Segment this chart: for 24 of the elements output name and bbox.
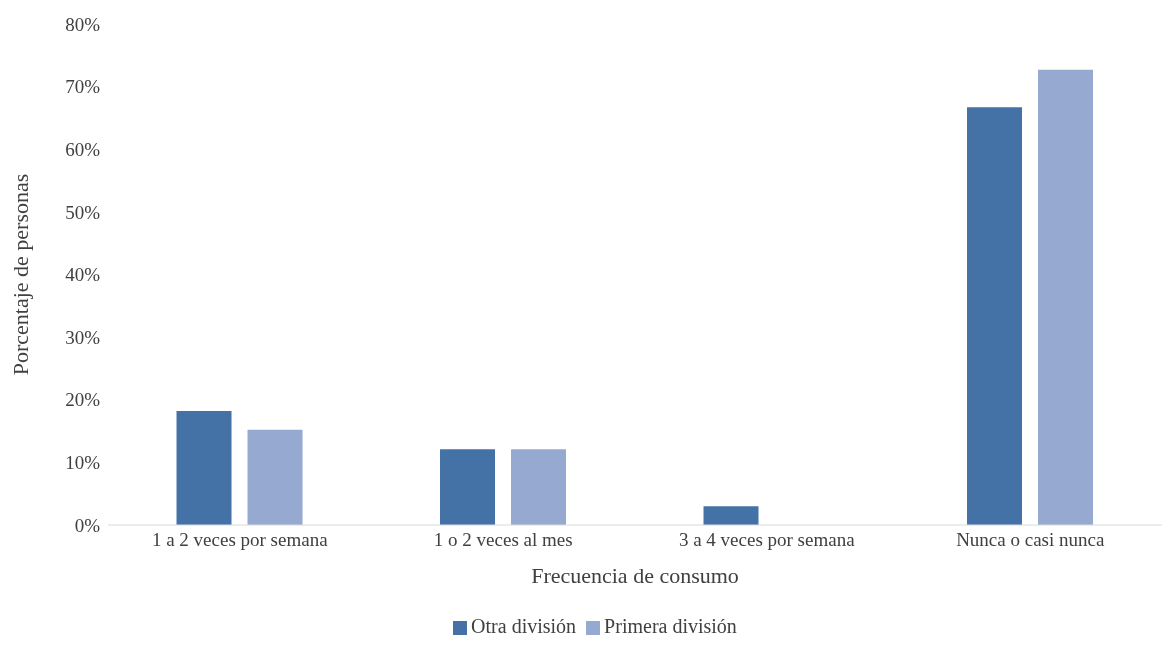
x-tick-label: 1 a 2 veces por semana: [151, 529, 329, 551]
y-tick-label: 70%: [65, 76, 101, 98]
x-tick-label: 3 a 4 veces por semana: [678, 529, 856, 551]
y-axis-title: Porcentaje de personas: [7, 173, 33, 376]
y-tick-label: 40%: [65, 264, 101, 286]
y-tick-label: 30%: [65, 326, 101, 348]
bar: [967, 107, 1023, 525]
y-tick-label: 10%: [65, 452, 101, 474]
y-tick-label: 0%: [74, 514, 101, 536]
y-tick-label: 20%: [65, 389, 101, 411]
y-tick-label: 80%: [65, 13, 101, 35]
bar: [247, 429, 303, 525]
x-tick-label: Nunca o casi nunca: [956, 529, 1105, 551]
legend-label: Otra división: [471, 615, 577, 637]
bar: [440, 449, 496, 525]
bar: [1038, 69, 1094, 525]
bar: [703, 506, 759, 525]
bar: [176, 411, 232, 525]
y-tick-label: 50%: [65, 201, 101, 223]
legend-label: Primera división: [604, 615, 737, 637]
x-tick-label: 1 o 2 veces al mes: [433, 529, 573, 551]
y-tick-label: 60%: [65, 138, 101, 160]
x-axis-title: Frecuencia de consumo: [531, 562, 739, 588]
bar: [511, 449, 567, 525]
